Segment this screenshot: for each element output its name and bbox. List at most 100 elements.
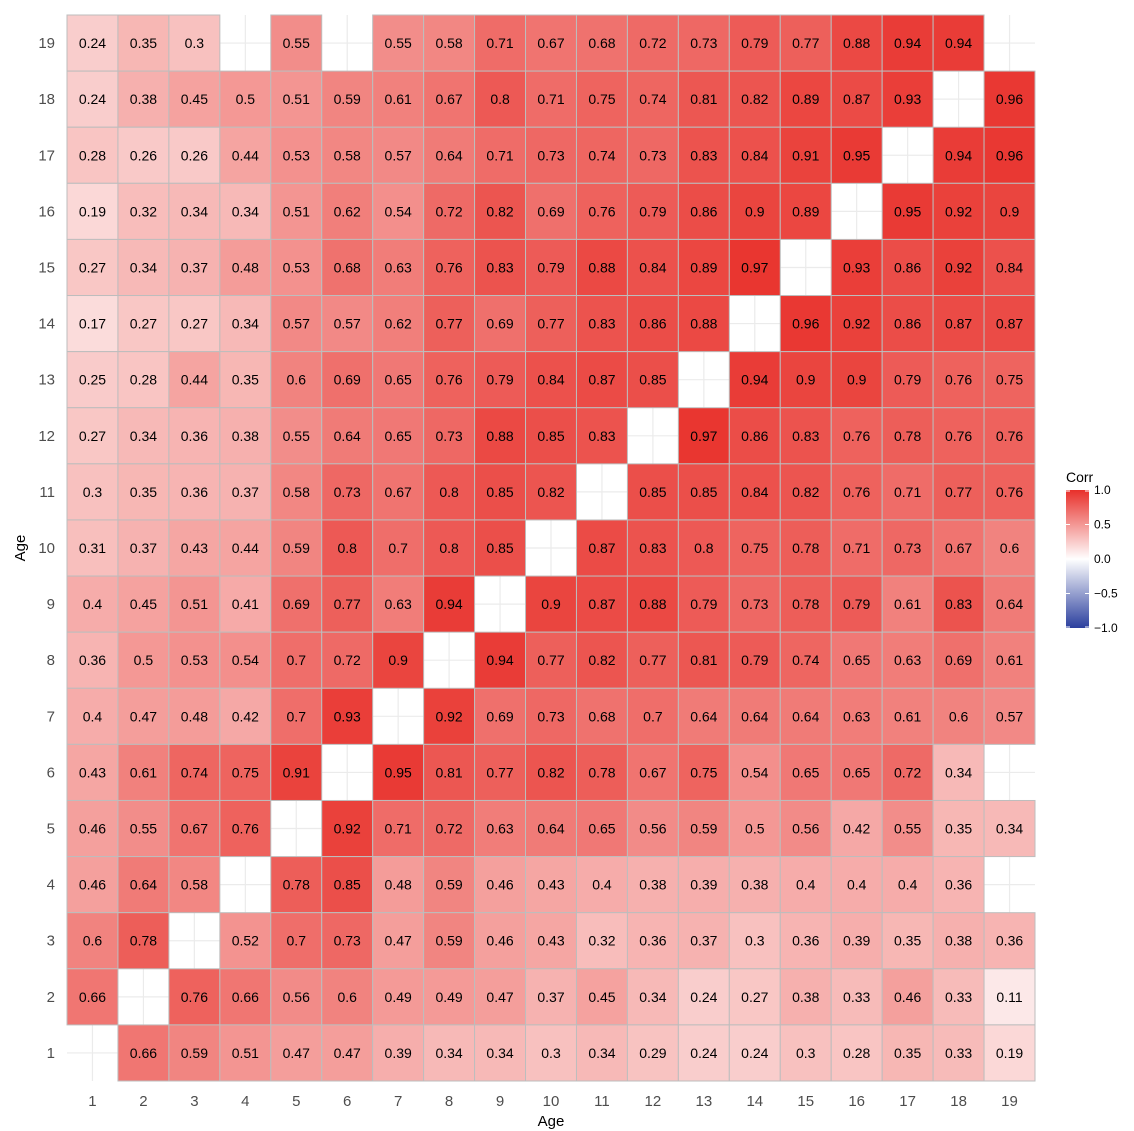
heatmap-cell xyxy=(474,519,527,577)
cell-value-label: 0.46 xyxy=(79,877,106,893)
cell-value-label: 0.54 xyxy=(385,203,412,219)
cell-value-label: 0.48 xyxy=(385,877,412,893)
cell-value-label: 0.65 xyxy=(385,372,412,388)
cell-value-label: 0.76 xyxy=(843,428,870,444)
cell-value-label: 0.47 xyxy=(486,989,513,1005)
cell-value-label: 0.64 xyxy=(435,147,462,163)
heatmap-cell xyxy=(626,912,679,970)
heatmap-cell xyxy=(525,182,577,240)
heatmap-cell xyxy=(626,463,679,521)
cell-value-label: 0.36 xyxy=(792,933,819,949)
heatmap-cell xyxy=(881,351,934,409)
heatmap-tiles xyxy=(66,14,1036,1082)
cell-value-label: 0.9 xyxy=(388,652,408,668)
heatmap-cell xyxy=(779,912,832,970)
cell-value-label: 0.4 xyxy=(83,596,103,612)
cell-value-label: 0.63 xyxy=(486,821,513,837)
heatmap-cell xyxy=(219,1024,272,1082)
cell-value-label: 0.73 xyxy=(894,540,921,556)
cell-value-label: 0.35 xyxy=(130,484,157,500)
heatmap-cell xyxy=(168,407,221,465)
y-axis-title: Age xyxy=(12,535,29,562)
heatmap-cell xyxy=(983,519,1036,577)
heatmap-cell xyxy=(983,799,1036,858)
cell-value-label: 0.69 xyxy=(945,652,972,668)
cell-value-label: 0.87 xyxy=(588,540,615,556)
cell-value-label: 0.64 xyxy=(996,596,1023,612)
heatmap-cell xyxy=(423,575,476,633)
heatmap-cell xyxy=(728,1024,781,1082)
cell-value-label: 0.61 xyxy=(894,708,921,724)
cell-value-label: 0.55 xyxy=(130,821,157,837)
cell-value-label: 0.88 xyxy=(690,316,717,332)
cell-value-label: 0.37 xyxy=(537,989,564,1005)
x-tick-label: 5 xyxy=(292,1093,300,1110)
heatmap-cell xyxy=(575,1024,628,1082)
heatmap-cell xyxy=(830,856,883,914)
heatmap-cell xyxy=(932,856,985,914)
cell-value-label: 0.74 xyxy=(181,764,208,780)
cell-value-label: 0.71 xyxy=(843,540,870,556)
y-tick-label: 18 xyxy=(38,91,55,108)
cell-value-label: 0.59 xyxy=(283,540,310,556)
cell-value-label: 0.76 xyxy=(843,484,870,500)
cell-value-label: 0.76 xyxy=(996,428,1023,444)
cell-value-label: 0.67 xyxy=(385,484,412,500)
cell-value-label: 0.7 xyxy=(287,652,307,668)
heatmap-cell xyxy=(830,687,883,745)
heatmap-cell xyxy=(321,238,374,297)
heatmap-cell xyxy=(677,519,730,577)
cell-value-label: 0.73 xyxy=(334,484,361,500)
heatmap-cell xyxy=(932,295,985,353)
cell-value-label: 0.36 xyxy=(639,933,666,949)
cell-value-label: 0.78 xyxy=(792,596,819,612)
cell-value-label: 0.58 xyxy=(334,147,361,163)
cell-value-label: 0.19 xyxy=(79,203,106,219)
heatmap-cell xyxy=(321,126,374,184)
heatmap-cell xyxy=(168,14,221,72)
heatmap-cell xyxy=(677,295,730,353)
cell-value-label: 0.38 xyxy=(741,877,768,893)
cell-value-label: 0.77 xyxy=(537,652,564,668)
heatmap-cell xyxy=(677,575,730,633)
x-tick-label: 16 xyxy=(848,1093,865,1110)
cell-value-label: 0.42 xyxy=(232,708,259,724)
heatmap-cell xyxy=(728,238,781,297)
heatmap-cell xyxy=(677,1024,730,1082)
cell-value-label: 0.46 xyxy=(894,989,921,1005)
heatmap-cell xyxy=(677,799,730,858)
heatmap-cell xyxy=(626,351,679,409)
cell-value-label: 0.7 xyxy=(287,708,307,724)
heatmap-cell xyxy=(219,799,272,858)
cell-value-label: 0.61 xyxy=(894,596,921,612)
heatmap-cell xyxy=(932,799,985,858)
heatmap-cell xyxy=(728,14,781,72)
cell-value-label: 0.94 xyxy=(945,147,972,163)
heatmap-cell xyxy=(525,631,577,689)
y-tick-label: 10 xyxy=(38,540,55,557)
cell-value-label: 0.43 xyxy=(181,540,208,556)
cell-value-label: 0.86 xyxy=(741,428,768,444)
heatmap-cell xyxy=(575,126,628,184)
cell-value-label: 0.95 xyxy=(894,203,921,219)
cell-value-label: 0.19 xyxy=(996,1045,1023,1061)
heatmap-cell xyxy=(677,743,730,801)
heatmap-cell xyxy=(270,743,323,801)
cell-value-label: 0.9 xyxy=(1000,203,1020,219)
heatmap-cell xyxy=(525,463,577,521)
heatmap-cell xyxy=(983,575,1036,633)
heatmap-cell xyxy=(474,1024,527,1082)
cell-value-label: 0.36 xyxy=(181,428,208,444)
cell-value-label: 0.86 xyxy=(690,203,717,219)
heatmap-cell xyxy=(830,743,883,801)
x-tick-label: 2 xyxy=(139,1093,147,1110)
heatmap-cell xyxy=(270,182,323,240)
cell-value-label: 0.4 xyxy=(898,877,918,893)
heatmap-cell xyxy=(575,575,628,633)
cell-value-label: 0.71 xyxy=(537,91,564,107)
cell-value-label: 0.3 xyxy=(745,933,765,949)
heatmap-cell xyxy=(830,126,883,184)
cell-value-label: 0.53 xyxy=(181,652,208,668)
cell-value-label: 0.35 xyxy=(130,35,157,51)
heatmap-cell xyxy=(66,295,119,353)
